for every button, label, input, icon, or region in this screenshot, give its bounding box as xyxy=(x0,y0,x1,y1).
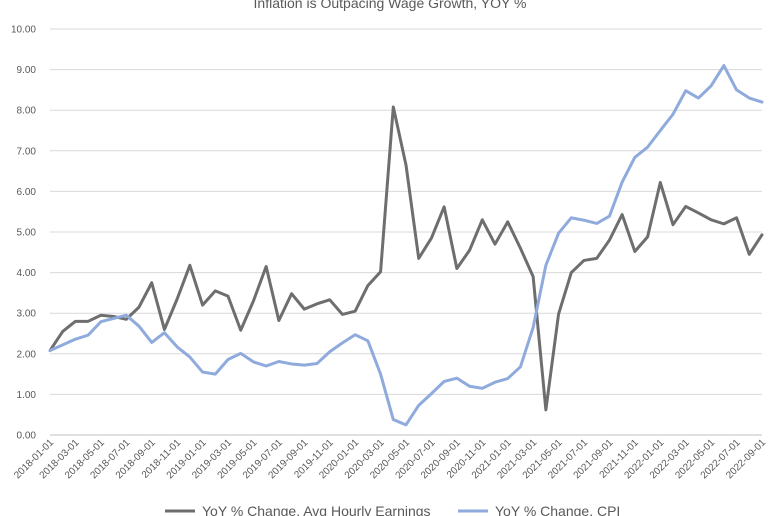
y-tick-label: 2.00 xyxy=(17,349,37,360)
y-tick-label: 9.00 xyxy=(17,65,37,76)
y-tick-label: 10.00 xyxy=(11,25,36,36)
y-tick-label: 4.00 xyxy=(17,268,37,279)
y-tick-label: 3.00 xyxy=(17,309,37,320)
y-tick-label: 7.00 xyxy=(17,146,37,157)
y-axis: 0.00 1.00 2.00 3.00 4.00 5.00 6.00 7.00 8.00 9.00… xyxy=(11,25,36,442)
y-tick-label: 5.00 xyxy=(17,228,37,239)
y-tick-label: 0.00 xyxy=(17,431,37,442)
legend: YoY % Change, Avg Hourly Earnings YoY % … xyxy=(165,503,620,516)
y-tick-label: 6.00 xyxy=(17,187,37,198)
gridlines xyxy=(50,28,762,436)
y-tick-label: 1.00 xyxy=(17,390,37,401)
series-line-earnings xyxy=(48,105,764,412)
chart-title: Inflation is Outpacing Wage Growth, YOY … xyxy=(254,0,527,11)
series-line-cpi xyxy=(48,64,764,427)
plot-area xyxy=(48,64,764,427)
y-tick-label: 8.00 xyxy=(17,106,37,117)
legend-label-earnings: YoY % Change, Avg Hourly Earnings xyxy=(202,503,431,516)
legend-label-cpi: YoY % Change, CPI xyxy=(495,503,620,516)
x-axis: 2018-01-012018-03-012018-05-012018-07-01… xyxy=(12,434,768,481)
